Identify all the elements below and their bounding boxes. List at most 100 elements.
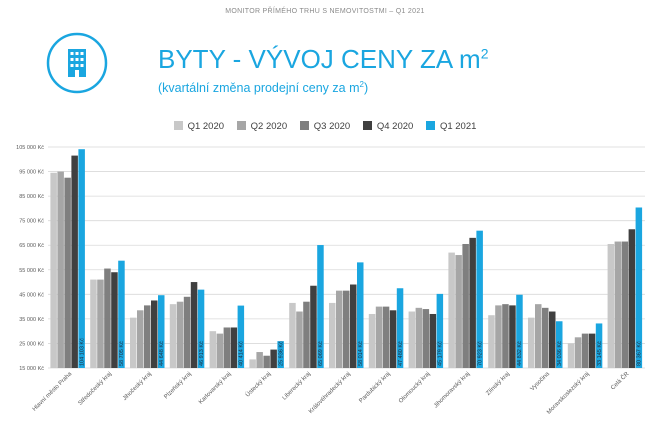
x-category-label: Plzeňský kraj <box>163 371 192 400</box>
y-tick-label: 15 000 Kč <box>19 366 44 372</box>
bar <box>415 307 423 368</box>
bar <box>408 311 416 368</box>
y-tick-label: 105 000 Kč <box>16 145 44 151</box>
x-category-label: Karlovarský kraj <box>198 371 232 405</box>
bar <box>462 243 469 368</box>
y-tick-label: 85 000 Kč <box>19 194 44 200</box>
legend-item-q1-2020: Q1 2020 <box>173 121 225 132</box>
bar <box>614 241 622 368</box>
bar <box>118 260 125 368</box>
bar <box>190 282 198 368</box>
bar <box>90 279 97 368</box>
data-label: 33 145 Kč <box>597 341 603 366</box>
bar <box>336 290 343 368</box>
bar <box>249 359 256 368</box>
data-label: 40 414 Kč <box>239 341 245 366</box>
bar <box>581 333 589 368</box>
bar <box>422 309 430 368</box>
bar <box>197 289 205 368</box>
legend-swatch <box>425 121 435 130</box>
x-category-label: Jihomoravský kraj <box>433 371 471 409</box>
bar <box>303 301 310 368</box>
bar <box>389 310 397 368</box>
bar <box>317 245 324 368</box>
bar <box>289 302 296 368</box>
bar <box>488 315 495 368</box>
bar <box>97 279 104 368</box>
data-label: 104 103 Kč <box>79 338 85 366</box>
x-category-label: Moravskoslezský kraj <box>546 371 591 416</box>
bar <box>588 333 596 368</box>
bar <box>57 171 64 368</box>
bar <box>223 327 231 368</box>
bar <box>277 341 284 368</box>
x-category-label: Olomoucký kraj <box>398 371 431 404</box>
data-label: 70 923 Kč <box>477 341 483 366</box>
bar <box>270 349 277 368</box>
bar <box>64 177 71 368</box>
chart-legend: Q1 2020 Q2 2020 Q3 2020 Q4 2020 Q1 2021 <box>0 121 650 132</box>
x-category-label: Zlínský kraj <box>485 371 511 397</box>
bar <box>230 327 238 368</box>
bar <box>209 331 217 368</box>
bar <box>183 296 191 368</box>
y-tick-label: 65 000 Kč <box>19 243 44 249</box>
data-label: 80 367 Kč <box>637 341 643 366</box>
legend-swatch <box>173 121 183 130</box>
bar <box>567 343 575 368</box>
y-tick-label: 35 000 Kč <box>19 317 44 323</box>
data-label: 44 832 Kč <box>517 341 523 366</box>
data-label: 58 014 Kč <box>358 341 364 366</box>
bar <box>144 305 151 368</box>
bar <box>329 302 336 368</box>
bar <box>71 155 78 368</box>
bar <box>502 304 509 368</box>
bar <box>357 262 364 368</box>
bar <box>621 241 629 368</box>
bar <box>396 288 404 368</box>
data-label: 46 913 Kč <box>199 341 205 366</box>
bar <box>237 305 245 368</box>
bar <box>78 149 85 368</box>
bar <box>476 230 483 368</box>
bar <box>310 285 317 368</box>
data-label: 47 480 Kč <box>398 341 404 366</box>
bar <box>111 272 118 368</box>
bar <box>429 313 437 368</box>
x-category-label: Královéhradecký kraj <box>308 371 352 415</box>
legend-swatch <box>299 121 309 130</box>
bar <box>50 172 57 368</box>
bar <box>350 284 357 368</box>
bar <box>635 207 643 368</box>
bar <box>535 304 542 368</box>
data-label: 44 648 Kč <box>159 341 165 366</box>
bar <box>158 295 165 368</box>
legend-label: Q4 2020 <box>376 121 414 132</box>
data-label: 58 705 Kč <box>119 341 125 366</box>
bar <box>528 317 535 368</box>
legend-swatch <box>236 121 246 130</box>
y-tick-label: 95 000 Kč <box>19 170 44 176</box>
bar <box>375 306 383 368</box>
x-category-label: Hlavní město Praha <box>32 371 74 413</box>
bar <box>176 301 184 368</box>
y-tick-label: 75 000 Kč <box>19 219 44 225</box>
bar <box>607 243 615 368</box>
bar <box>216 333 224 368</box>
y-tick-label: 45 000 Kč <box>19 292 44 298</box>
legend-item-q3-2020: Q3 2020 <box>299 121 350 132</box>
legend-item-q1-2021: Q1 2021 <box>425 121 477 132</box>
apartment-building-icon <box>46 32 108 94</box>
x-category-label: Jihočeský kraj <box>122 371 153 402</box>
x-category-label: Vysočina <box>530 371 552 393</box>
x-category-label: Liberecký kraj <box>282 371 312 401</box>
bar <box>469 237 476 368</box>
legend-label: Q1 2021 <box>439 121 477 132</box>
data-label: 65 069 Kč <box>318 341 324 366</box>
legend-label: Q1 2020 <box>187 121 225 132</box>
x-category-label: Ústecký kraj <box>244 370 272 398</box>
bar <box>595 323 603 368</box>
bar <box>574 337 582 368</box>
legend-item-q4-2020: Q4 2020 <box>362 121 414 132</box>
